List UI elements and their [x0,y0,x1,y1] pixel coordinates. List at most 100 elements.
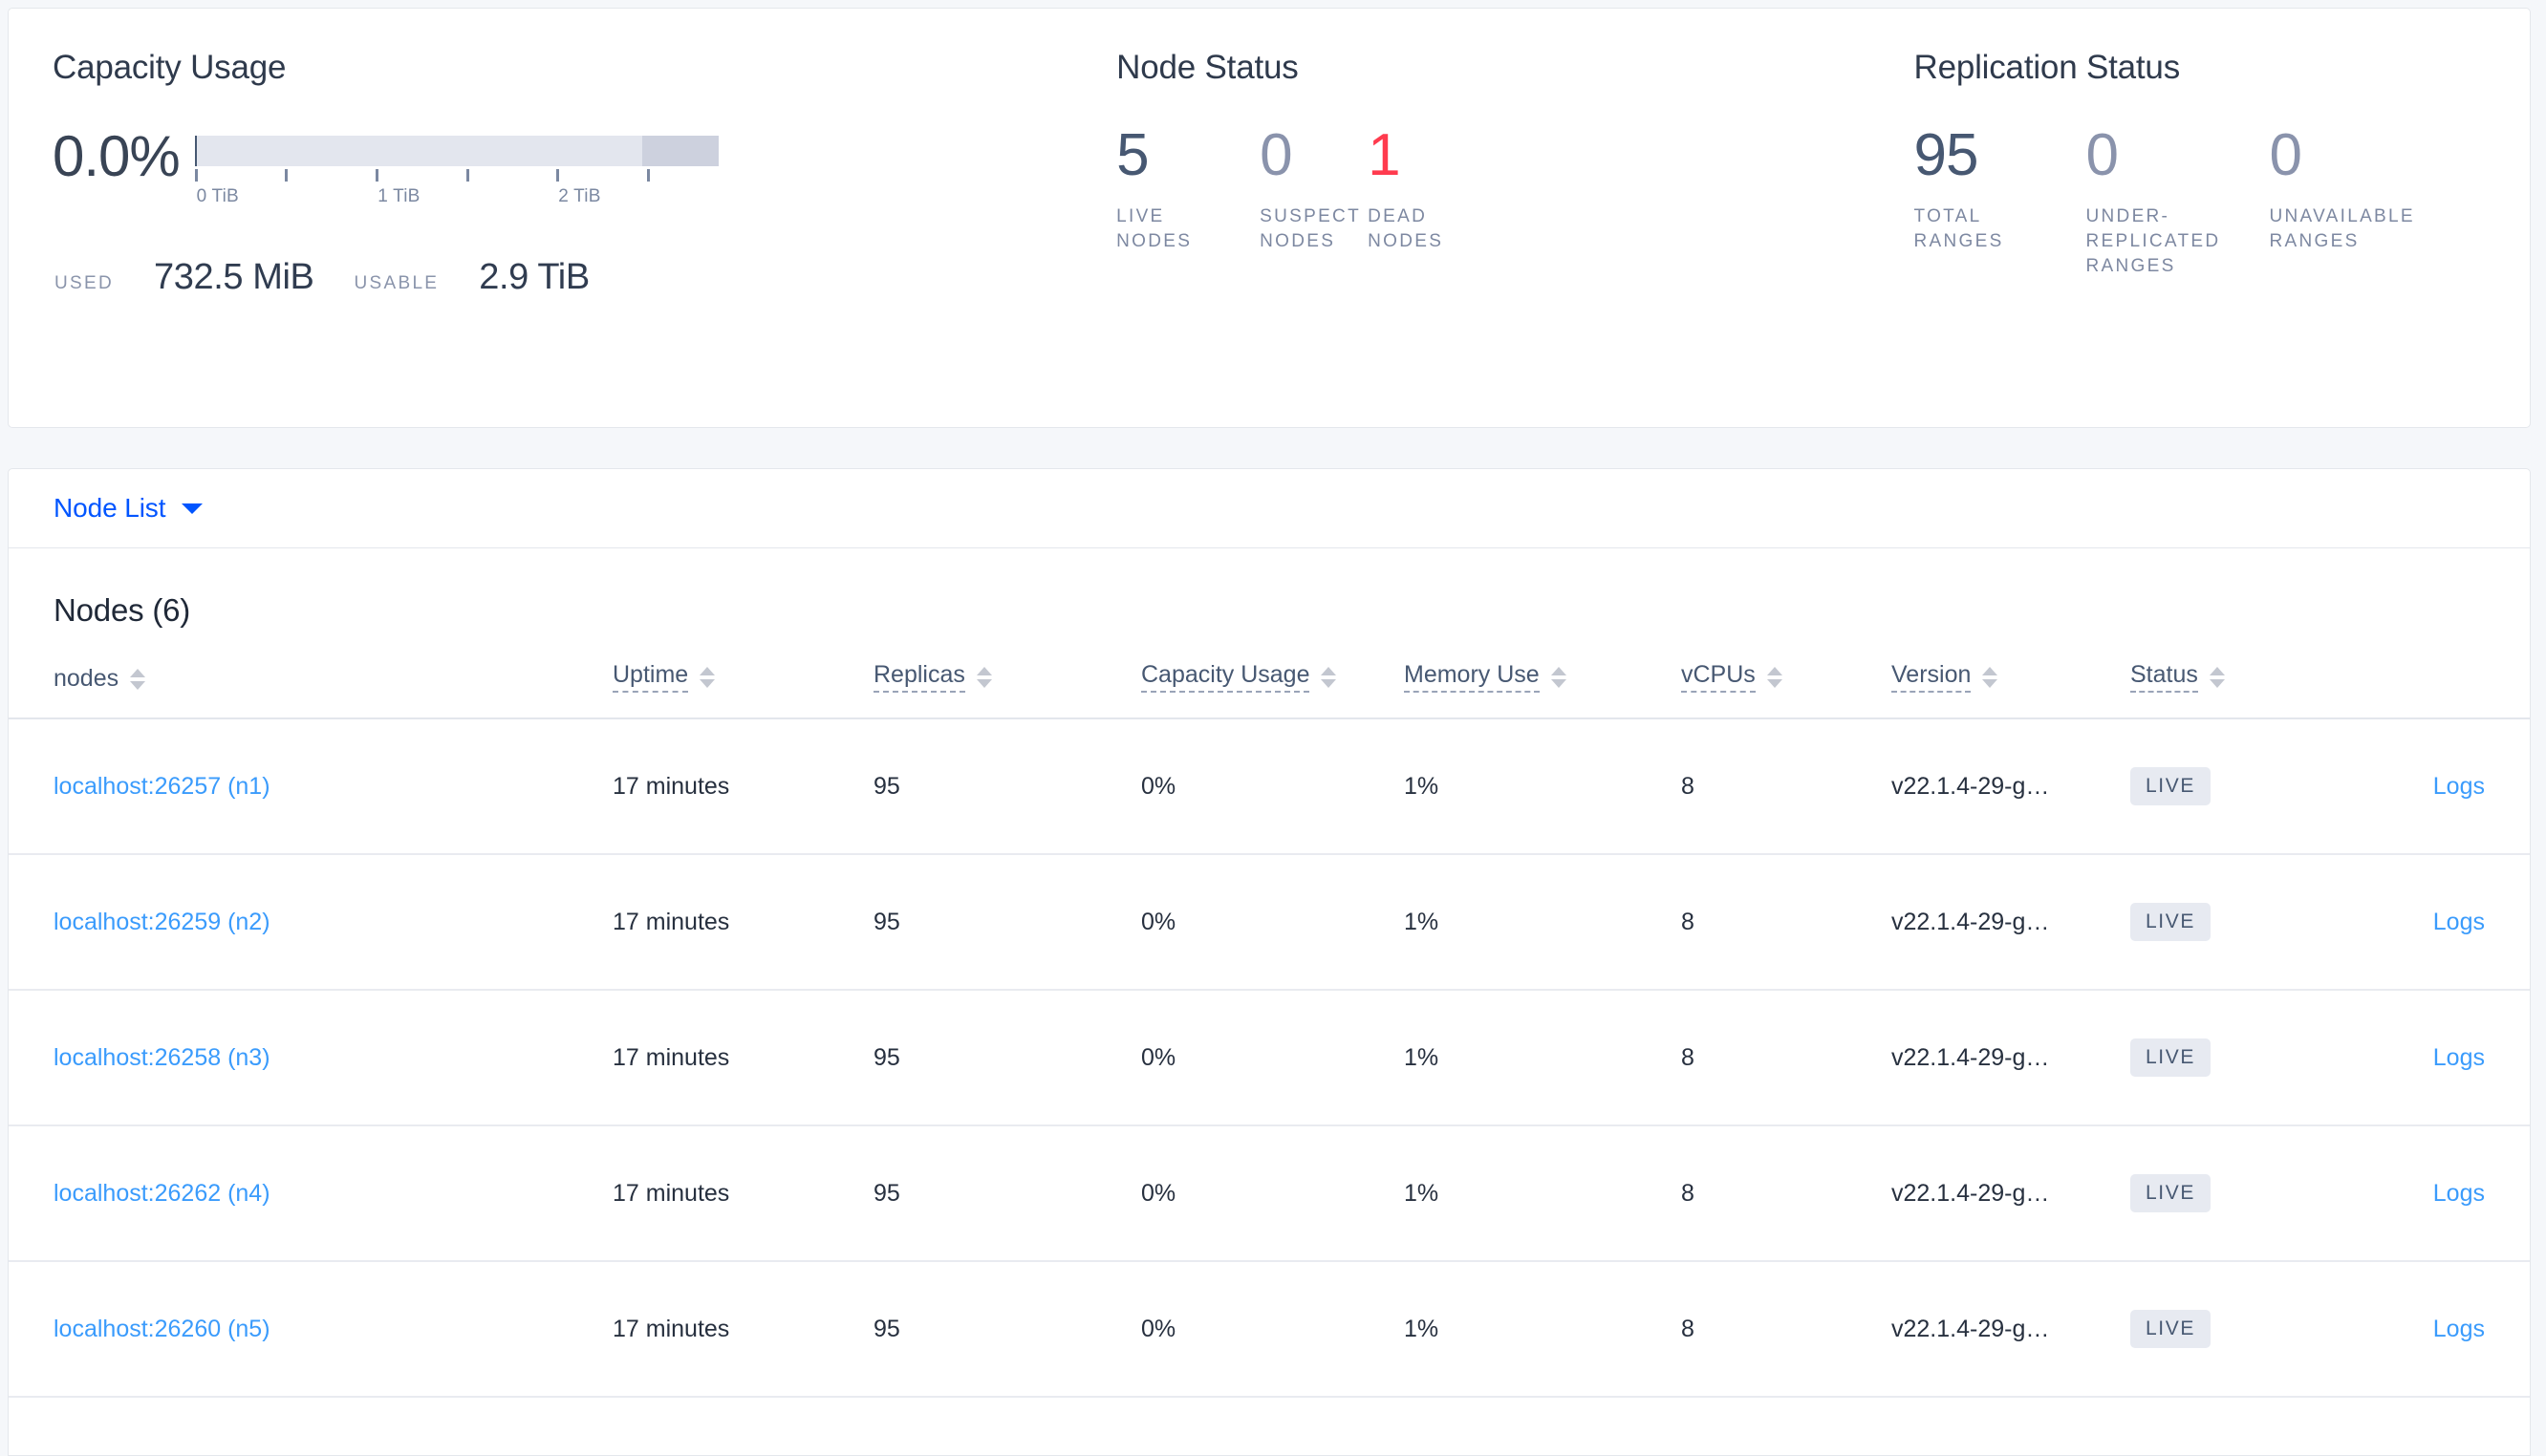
sort-asc-icon [976,666,992,675]
capacity-bar [194,136,719,166]
column-header-actions [2398,661,2530,719]
column-header-capacity-usage[interactable]: Capacity Usage [1141,661,1404,719]
node-link[interactable]: localhost:26262 (n4) [54,1179,270,1207]
column-header-version[interactable]: Version [1891,661,2130,719]
sort-toggle-icon[interactable] [2209,666,2225,688]
column-header-uptime[interactable]: Uptime [613,661,874,719]
stat-value: 95 [1913,122,1979,188]
version-cell: v22.1.4-29-g… [1891,854,2130,991]
capacity-axis: 0 TiB 1 TiB 2 TiB [194,169,719,213]
logs-cell: Logs [2398,854,2530,991]
uptime-cell: 17 minutes [613,854,874,991]
column-header-status[interactable]: Status [2130,661,2398,719]
vcpus-cell: 8 [1681,990,1891,1126]
sort-asc-icon [1321,666,1337,675]
sort-toggle-icon[interactable] [1321,666,1337,688]
status-cell: LIVE [2130,1125,2398,1262]
version-cell: v22.1.4-29-g… [1891,718,2130,855]
sort-asc-icon [130,668,146,677]
logs-link[interactable]: Logs [2432,772,2485,800]
replication-status-title: Replication Status [1913,49,2181,86]
node-link[interactable]: localhost:26259 (n2) [54,908,270,935]
used-value: 732.5 MiB [154,257,314,297]
capacity-axis-tick-label: 1 TiB [378,186,421,206]
nodes-table-card: Nodes (6) nodes Uptime Replicas Capacity Us… [8,548,2531,1456]
logs-cell: Logs [2398,718,2530,855]
column-header-replicas[interactable]: Replicas [874,661,1141,719]
status-cell: LIVE [2130,854,2398,991]
sort-desc-icon [2209,678,2225,688]
node-link[interactable]: localhost:26258 (n3) [54,1043,270,1071]
column-header-label: nodes [54,665,119,692]
logs-cell: Logs [2398,1261,2530,1398]
sort-toggle-icon[interactable] [1982,666,1998,688]
table-row: localhost:26257 (n1) 17 minutes 95 0% 1% 8 v22… [9,718,2530,855]
table-row: localhost:26259 (n2) 17 minutes 95 0% 1% 8 v22… [9,854,2530,991]
stat-value: 0 [1260,122,1292,188]
nodes-table-body: localhost:26257 (n1) 17 minutes 95 0% 1% 8 v22… [9,718,2530,1398]
stat-label: DEAD NODES [1368,206,1444,251]
memory-use-cell: 1% [1404,990,1681,1126]
column-header-label: Capacity Usage [1141,661,1310,693]
capacity-usage-body: 0.0% 0 TiB 1 TiB 2 TiB [53,128,1116,213]
capacity-usage-title: Capacity Usage [53,49,287,86]
sort-toggle-icon[interactable] [1766,666,1782,688]
node-cell: localhost:26259 (n2) [9,854,613,991]
logs-link[interactable]: Logs [2432,1315,2485,1342]
sort-toggle-icon[interactable] [700,666,716,688]
logs-link[interactable]: Logs [2432,1179,2485,1207]
sort-toggle-icon[interactable] [130,668,146,690]
capacity-usage-cell: 0% [1141,1261,1404,1398]
column-header-label: Status [2130,661,2198,693]
sort-desc-icon [700,678,716,688]
stat-value: 0 [2085,122,2119,188]
sort-desc-icon [1550,678,1566,688]
sort-toggle-icon[interactable] [976,666,992,688]
logs-link[interactable]: Logs [2432,1043,2485,1071]
sort-asc-icon [1982,666,1998,675]
logs-link[interactable]: Logs [2432,908,2485,935]
capacity-usage-cell: 0% [1141,1125,1404,1262]
sort-desc-icon [1982,678,1998,688]
node-cell: localhost:26258 (n3) [9,990,613,1126]
vcpus-cell: 8 [1681,1261,1891,1398]
capacity-axis-tick [465,169,469,182]
nodes-table-heading: Nodes (6) [54,592,191,628]
stat-live-nodes: 5 LIVE NODES [1116,126,1260,254]
node-link[interactable]: localhost:26257 (n1) [54,772,270,800]
capacity-axis-tick [376,169,379,182]
capacity-chart: 0 TiB 1 TiB 2 TiB [194,136,730,213]
sort-toggle-icon[interactable] [1550,666,1566,688]
sort-asc-icon [700,666,716,675]
capacity-bar-used-segment [194,136,197,166]
capacity-usage-cell: 0% [1141,990,1404,1126]
used-label: USED [54,273,114,293]
view-selector-bar: Node List [8,468,2531,548]
column-header-label: vCPUs [1681,661,1756,693]
status-badge: LIVE [2130,767,2211,805]
usable-value: 2.9 TiB [479,257,590,297]
column-header-memory-use[interactable]: Memory Use [1404,661,1681,719]
node-status-title: Node Status [1116,49,1299,86]
usable-label: USABLE [354,273,440,293]
logs-cell: Logs [2398,1125,2530,1262]
memory-use-cell: 1% [1404,1261,1681,1398]
stat-value: 5 [1116,122,1149,188]
capacity-bar-remaining-segment [641,136,719,166]
sort-desc-icon [1766,678,1782,688]
node-link[interactable]: localhost:26260 (n5) [54,1315,270,1342]
column-header-nodes[interactable]: nodes [9,661,613,719]
uptime-cell: 17 minutes [613,1125,874,1262]
stat-suspect-nodes: 0 SUSPECT NODES [1260,126,1368,254]
node-list-dropdown[interactable]: Node List [54,493,204,524]
stat-label: LIVE NODES [1116,206,1193,251]
stat-total-ranges: 95 TOTAL RANGES [1914,126,2086,254]
chevron-down-icon [182,503,204,514]
stat-label: SUSPECT NODES [1260,206,1361,251]
column-header-label: Replicas [874,661,965,693]
column-header-vcpus[interactable]: vCPUs [1681,661,1891,719]
capacity-axis-tick [194,169,198,182]
table-row: localhost:26260 (n5) 17 minutes 95 0% 1% 8 v22… [9,1261,2530,1398]
sort-desc-icon [130,680,146,690]
